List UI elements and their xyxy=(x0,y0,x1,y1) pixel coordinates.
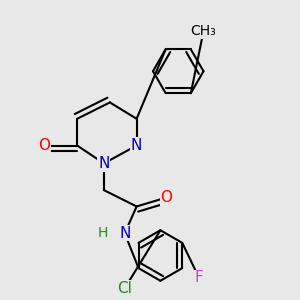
Text: O: O xyxy=(38,138,50,153)
Text: N: N xyxy=(98,156,110,171)
Text: O: O xyxy=(160,190,172,205)
Text: H: H xyxy=(97,226,108,240)
Text: Cl: Cl xyxy=(117,281,132,296)
Text: F: F xyxy=(195,270,203,285)
Text: CH₃: CH₃ xyxy=(190,24,216,38)
Text: N: N xyxy=(119,226,130,241)
Text: N: N xyxy=(131,138,142,153)
